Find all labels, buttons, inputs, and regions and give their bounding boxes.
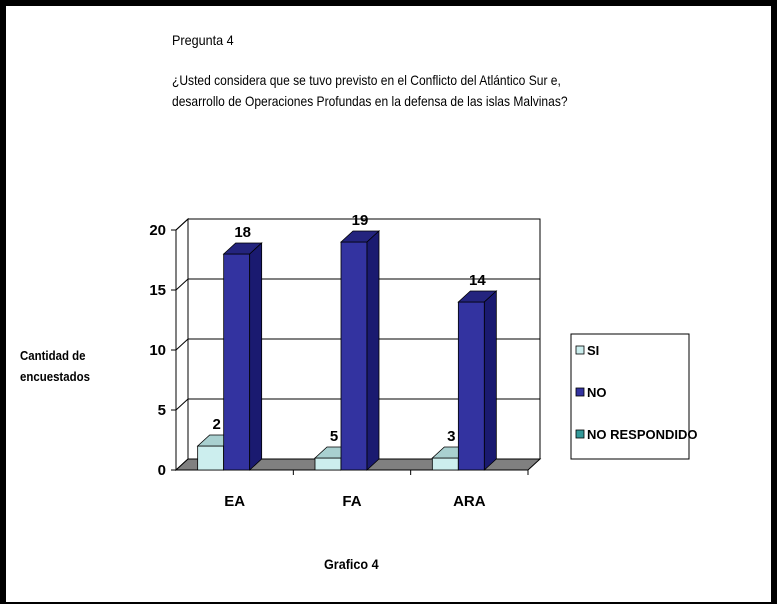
- legend: SI NO NO RESPONDIDO: [570, 333, 698, 460]
- y-tick-label: 5: [158, 402, 166, 419]
- y-tick-label: 15: [149, 282, 166, 299]
- legend-swatch-no-respondido: [575, 429, 585, 439]
- gridline: [175, 338, 540, 351]
- bar-no-side: [483, 290, 497, 471]
- x-category-label: FA: [342, 493, 361, 510]
- x-category-label: ARA: [453, 493, 486, 510]
- data-label: 5: [330, 428, 338, 445]
- bar-no-side: [249, 242, 263, 471]
- bar-si-front: [431, 457, 459, 471]
- question-text: ¿Usted considera que se tuvo previsto en…: [172, 70, 568, 112]
- legend-swatch-no: [575, 387, 585, 397]
- data-label: 3: [447, 428, 455, 445]
- x-category-label: EA: [224, 493, 245, 510]
- legend-label-no-respondido: NO RESPONDIDO: [587, 427, 698, 442]
- y-tick-label: 10: [149, 342, 166, 359]
- gridline: [175, 218, 540, 231]
- y-axis-title-line-2: encuestados: [20, 369, 90, 384]
- gridline: [175, 398, 540, 411]
- question-number: Pregunta 4: [172, 32, 234, 48]
- data-label: 19: [352, 212, 369, 229]
- legend-label-no: NO: [587, 385, 607, 400]
- y-tick-label: 20: [149, 222, 166, 239]
- data-label: 18: [234, 224, 251, 241]
- y-axis-title-line-1: Cantidad de: [20, 348, 86, 363]
- gridline: [175, 278, 540, 291]
- data-label: 14: [469, 272, 486, 289]
- bar-no-front: [223, 253, 251, 471]
- bar-si-front: [197, 445, 225, 471]
- bar-si-front: [314, 457, 342, 471]
- data-label: 2: [212, 416, 220, 433]
- bar-no-front: [340, 241, 368, 471]
- legend-swatch-si: [575, 345, 585, 355]
- bar-no-front: [457, 301, 485, 471]
- chart-caption: Grafico 4: [324, 556, 379, 572]
- question-line-1: ¿Usted considera que se tuvo previsto en…: [172, 72, 561, 88]
- question-line-2: desarrollo de Operaciones Profundas en l…: [172, 93, 568, 109]
- y-axis-title: Cantidad de encuestados: [20, 345, 90, 387]
- legend-box: [570, 333, 690, 460]
- bar-no-side: [366, 230, 380, 471]
- legend-label-si: SI: [587, 343, 599, 358]
- y-tick-label: 0: [158, 462, 166, 479]
